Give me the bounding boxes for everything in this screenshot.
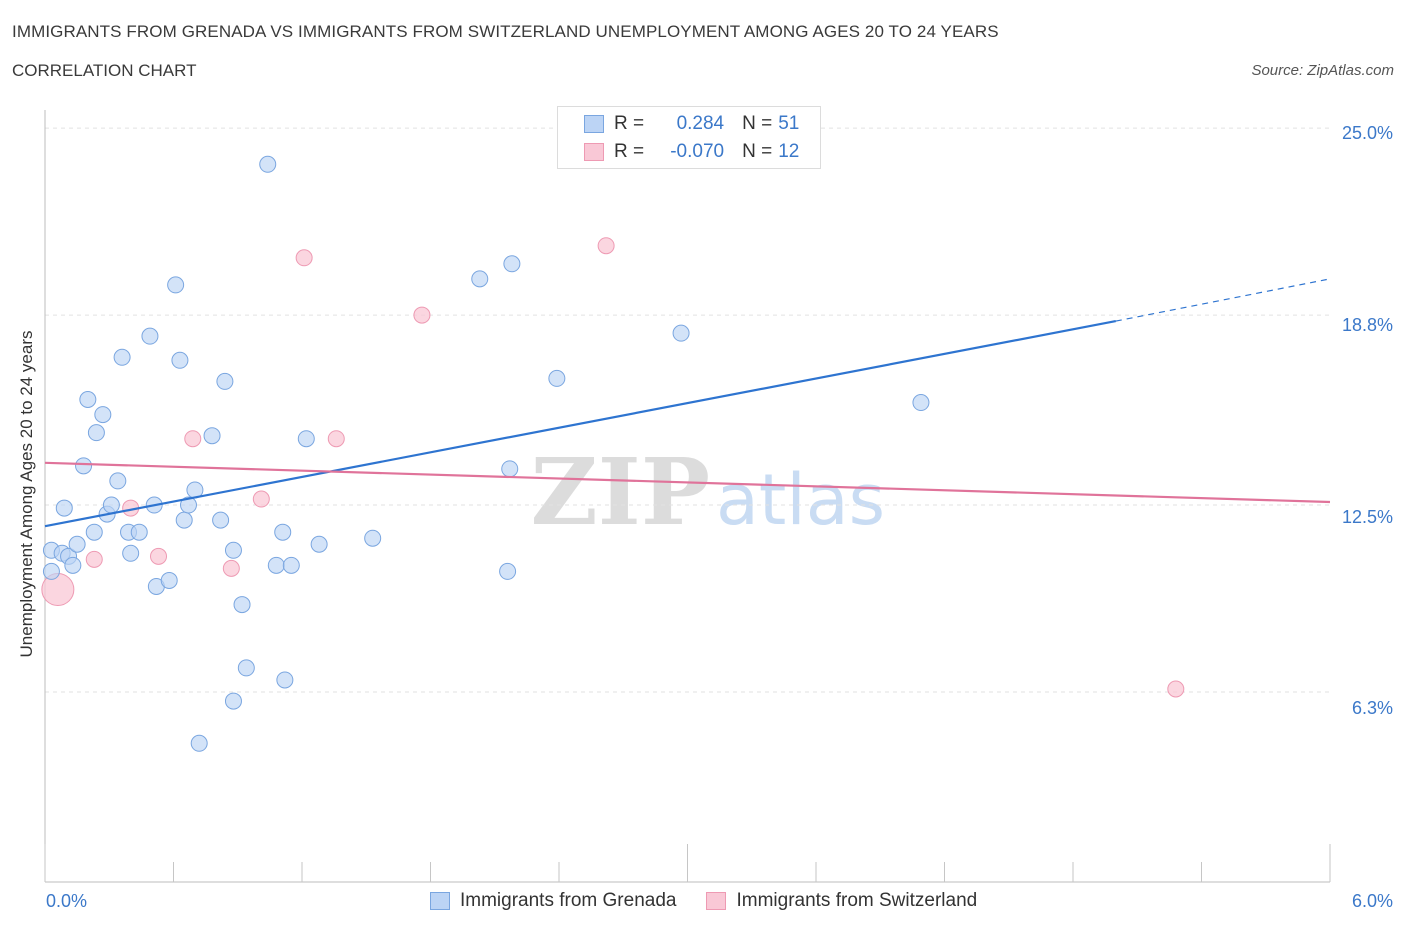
switzerland-point [597,237,615,255]
chart-title: IMMIGRANTS FROM GRENADA VS IMMIGRANTS FR… [12,22,999,41]
grenada-point [212,511,230,529]
n-label: N = [742,141,773,162]
grenada-point [64,556,82,574]
x-tick-label-min: 0.0% [46,891,88,911]
switzerland-point [252,490,270,508]
legend-label-switzerland: Immigrants from Switzerland [736,890,978,911]
grenada-point [224,541,242,559]
grenada-trend-extension [1115,278,1331,322]
grenada-point [274,523,292,541]
grenada-point [501,460,519,478]
switzerland-point [222,559,240,577]
grenada-point [203,427,221,445]
n-label: N = [742,113,773,134]
grenada-point [233,596,251,614]
switzerland-point [150,547,168,565]
grenada-legend-swatch [430,892,450,910]
grenada-point [310,535,328,553]
y-tick-label: 12.5% [1341,507,1393,527]
grenada-point [75,457,93,475]
series-legend: Immigrants from Grenada Immigrants from … [430,890,1007,912]
grenada-point [102,496,120,514]
y-tick-label: 6.3% [1351,698,1393,718]
legend-item-switzerland: Immigrants from Switzerland [706,890,977,912]
grenada-point [175,511,193,529]
r-label: R = [614,141,645,162]
x-tick-label-max: 6.0% [1351,891,1393,911]
grenada-point [499,562,517,580]
grenada-trend-line [44,320,1117,528]
legend-label-grenada: Immigrants from Grenada [460,890,677,911]
grenada-point [259,155,277,173]
switzerland-point [327,430,345,448]
grenada-point [42,562,60,580]
chart-subtitle: CORRELATION CHART [12,61,197,80]
grenada-point [276,671,294,689]
grenada-point [216,372,234,390]
grenada-point [68,535,86,553]
grenada-point [267,556,285,574]
switzerland-point [85,550,103,568]
grenada-point [122,544,140,562]
grenada-point [130,523,148,541]
grenada-point [55,499,73,517]
source-credit: Source: ZipAtlas.com [1251,62,1394,79]
r-label: R = [614,113,645,134]
legend-row-grenada: R = 0.284 N = 51 [584,112,799,136]
grenada-point [471,270,489,288]
grenada-point [141,327,159,345]
grenada-point [224,692,242,710]
switzerland-trend-line [44,461,1331,504]
switzerland-point [184,430,202,448]
y-tick-label: 25.0% [1341,123,1393,143]
grenada-point [79,391,97,408]
grenada-n-value: 51 [778,113,800,134]
y-axis-label: Unemployment Among Ages 20 to 24 years [17,330,36,658]
grenada-point [282,556,300,574]
correlation-legend: R = 0.284 N = 51 R = -0.070 N = 12 [557,106,821,169]
grenada-point [94,406,112,424]
grenada-point [167,276,185,294]
grenada-point [113,348,131,366]
grenada-point [364,529,382,547]
grenada-point [548,369,566,387]
grenada-point [179,496,197,514]
switzerland-r-value: -0.070 [670,141,725,162]
switzerland-point [1167,680,1185,698]
legend-row-switzerland: R = -0.070 N = 12 [584,140,799,164]
grenada-point [912,394,930,412]
grenada-point [109,472,127,490]
switzerland-swatch [584,143,604,161]
grenada-point [237,659,255,677]
switzerland-legend-swatch [706,892,727,910]
watermark-zip: ZIP [531,438,710,546]
grenada-point [503,255,521,273]
switzerland-point [295,249,313,267]
grenada-swatch [584,115,604,133]
grenada-point [85,523,103,541]
switzerland-point [413,306,431,324]
grenada-point [87,424,105,442]
watermark-atlas: atlas [716,459,885,541]
grenada-point [297,430,315,448]
grenada-point [171,351,189,369]
switzerland-n-value: 12 [778,141,800,162]
legend-item-grenada: Immigrants from Grenada [430,890,676,912]
y-tick-label: 18.8% [1341,315,1393,335]
grenada-point [672,324,690,342]
grenada-point [160,571,178,589]
grenada-point [190,734,208,752]
grenada-r-value: 0.284 [676,113,725,134]
